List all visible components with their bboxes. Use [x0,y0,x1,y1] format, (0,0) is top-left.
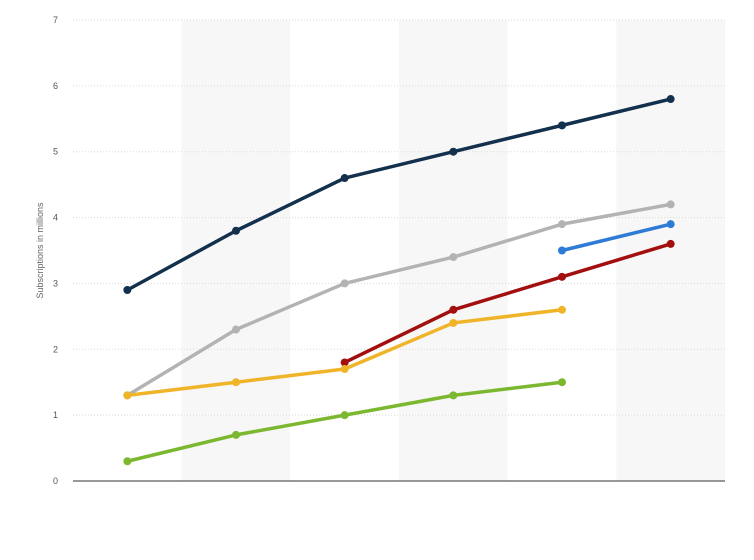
background-bands [73,20,725,481]
data-point[interactable] [449,391,458,400]
data-point[interactable] [340,365,349,374]
y-tick-label: 7 [53,15,58,25]
data-point[interactable] [123,457,132,466]
data-point[interactable] [558,305,566,314]
data-point[interactable] [340,174,349,183]
series-line [342,242,673,365]
data-point[interactable] [449,253,458,262]
series-line [560,222,673,253]
series-1 [123,95,675,295]
series-5 [123,305,566,400]
data-point[interactable] [340,358,349,367]
y-tick-label: 5 [53,147,58,157]
y-tick-label: 0 [53,476,58,486]
data-point[interactable] [123,391,132,400]
category-band [616,20,725,481]
data-point[interactable] [449,305,458,314]
y-tick-label: 6 [53,81,58,91]
y-axis-title: Subscriptions in millions [35,202,45,299]
series-line [125,202,673,398]
category-band [399,20,508,481]
y-tick-label: 4 [53,213,58,223]
data-point[interactable] [340,279,349,288]
data-point[interactable] [340,411,349,420]
y-axis-ticks: 0 1 2 3 4 5 6 7 [53,15,58,486]
series-3 [558,220,675,255]
series-6 [123,378,566,466]
gridlines [73,19,725,416]
data-point[interactable] [232,226,240,235]
data-point[interactable] [232,430,240,439]
data-point[interactable] [449,318,458,327]
data-point[interactable] [558,378,566,387]
data-point[interactable] [232,325,240,334]
data-point[interactable] [666,200,675,209]
data-point[interactable] [558,121,566,130]
data-point[interactable] [558,220,566,229]
data-point[interactable] [449,147,458,156]
data-point[interactable] [666,220,675,229]
y-tick-label: 2 [53,344,58,354]
series-4 [340,239,675,367]
data-point[interactable] [558,272,566,281]
data-point[interactable] [558,246,566,255]
series-layer [123,95,675,466]
data-point[interactable] [666,95,675,104]
series-2 [123,200,675,400]
data-point[interactable] [666,239,675,248]
data-point[interactable] [232,378,240,387]
category-band [73,20,182,481]
category-band [290,20,399,481]
data-point[interactable] [123,286,132,295]
series-line [125,97,673,292]
y-tick-label: 3 [53,278,58,288]
y-tick-label: 1 [53,410,58,420]
